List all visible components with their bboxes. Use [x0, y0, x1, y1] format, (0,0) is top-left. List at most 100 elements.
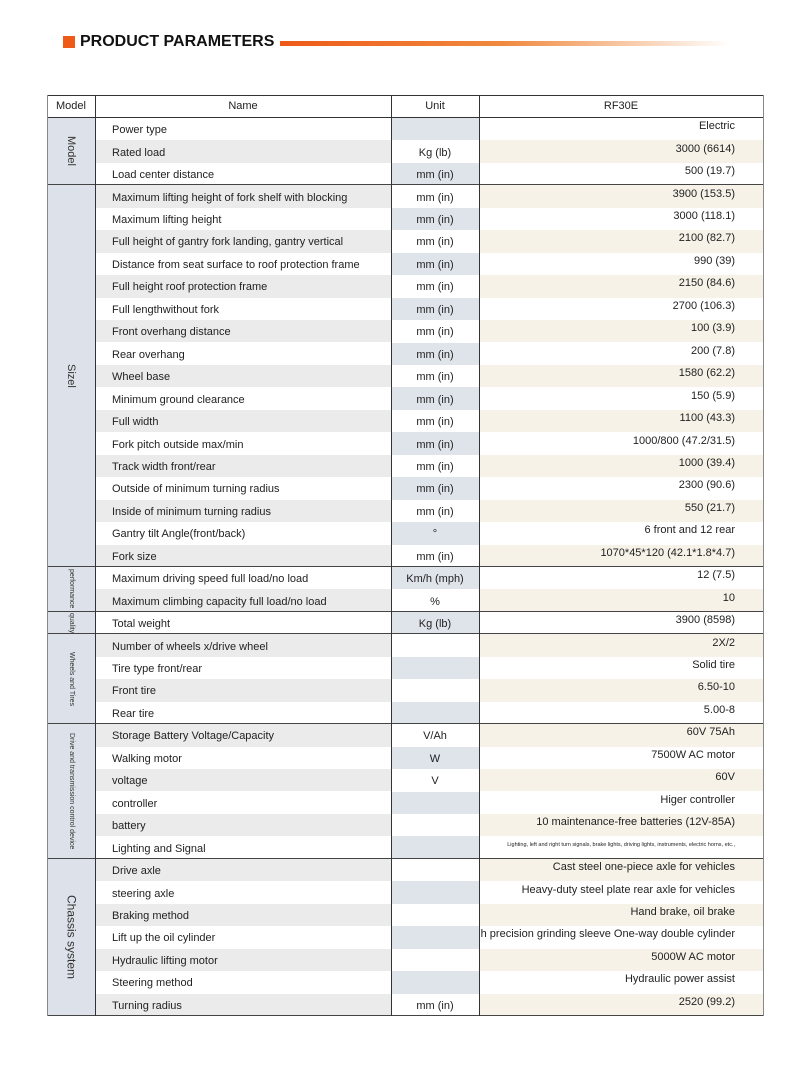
group-rule	[47, 184, 763, 186]
unit-bg	[391, 432, 479, 455]
name-bg	[95, 926, 391, 949]
name-bg	[95, 252, 391, 276]
value-bg	[479, 409, 763, 433]
name-bg	[95, 320, 391, 343]
param-unit: Kg (lb)	[418, 146, 452, 159]
unit-bg	[391, 207, 479, 231]
value-bg	[479, 724, 763, 747]
unit-bg	[391, 252, 479, 276]
group-cell: Drive and transmission control device	[47, 724, 95, 859]
value-bg	[479, 836, 763, 859]
value-bg	[479, 432, 763, 455]
param-value: 2300 (90.6)	[678, 479, 735, 492]
name-bg	[95, 544, 391, 567]
group-cell: quality	[47, 611, 95, 635]
column-rule	[47, 95, 48, 1016]
param-name: Fork pitch outside max/min	[112, 438, 244, 451]
param-name: Lift up the oil cylinder	[112, 932, 216, 945]
param-name: Maximum driving speed full load/no load	[112, 573, 309, 586]
param-name: Full height of gantry fork landing, gant…	[112, 236, 344, 249]
param-name: Minimum ground clearance	[112, 393, 245, 406]
param-value: 2X/2	[712, 636, 735, 649]
unit-bg	[391, 409, 479, 433]
param-unit: mm (in)	[416, 303, 454, 316]
unit-bg	[391, 903, 479, 927]
param-value: 5.00-8	[703, 703, 735, 716]
unit-bg	[391, 948, 479, 972]
name-bg	[95, 522, 391, 545]
column-header: Model	[56, 100, 86, 112]
name-bg	[95, 679, 391, 702]
unit-bg	[391, 769, 479, 792]
unit-bg	[391, 118, 479, 141]
param-value: 60V	[715, 771, 735, 784]
param-value: High precision grinding sleeve One-way d…	[479, 928, 735, 941]
param-value: 7500W AC motor	[651, 748, 735, 761]
param-value: Hand brake, oil brake	[630, 905, 735, 918]
name-bg	[95, 993, 391, 1016]
param-unit: mm (in)	[416, 348, 454, 361]
name-bg	[95, 364, 391, 388]
param-name: steering axle	[112, 887, 175, 900]
param-unit: Km/h (mph)	[406, 573, 464, 586]
value-bg	[479, 567, 763, 590]
name-bg	[95, 567, 391, 590]
value-bg	[479, 634, 763, 657]
param-unit: mm (in)	[416, 281, 454, 294]
group-cell: Sizel	[47, 185, 95, 567]
group-rule	[47, 610, 763, 612]
unit-bg	[391, 342, 479, 365]
unit-bg	[391, 320, 479, 343]
param-value: 3000 (6614)	[675, 142, 735, 155]
param-unit: mm (in)	[416, 460, 454, 473]
group-cell: Chassis system	[47, 858, 95, 1016]
param-name: Rear tire	[112, 707, 155, 720]
unit-bg	[391, 926, 479, 949]
header-top-rule	[47, 95, 763, 96]
param-value: 200 (7.8)	[690, 344, 735, 357]
value-bg	[479, 477, 763, 500]
name-bg	[95, 634, 391, 657]
param-unit: Kg (lb)	[418, 618, 452, 631]
column-header: RF30E	[603, 100, 639, 112]
param-value: 2150 (84.6)	[678, 277, 735, 290]
value-bg	[479, 679, 763, 702]
param-name: controller	[112, 797, 158, 810]
value-bg	[479, 791, 763, 814]
unit-bg	[391, 679, 479, 702]
param-value: 2100 (82.7)	[678, 232, 735, 245]
param-unit: mm (in)	[416, 258, 454, 271]
param-name: Total weight	[112, 618, 171, 631]
unit-bg	[391, 297, 479, 321]
name-bg	[95, 769, 391, 792]
name-bg	[95, 611, 391, 635]
param-value: 2520 (99.2)	[678, 995, 735, 1008]
param-name: Full height roof protection frame	[112, 281, 268, 294]
name-bg	[95, 903, 391, 927]
group-label: Chassis system	[64, 894, 79, 979]
value-bg	[479, 499, 763, 523]
param-value: 1100 (43.3)	[679, 412, 735, 425]
value-bg	[479, 926, 763, 949]
unit-bg	[391, 701, 479, 725]
unit-bg	[391, 544, 479, 567]
name-bg	[95, 948, 391, 972]
param-name: voltage	[112, 775, 148, 788]
unit-bg	[391, 993, 479, 1016]
group-label: quality	[67, 613, 75, 634]
value-bg	[479, 656, 763, 680]
param-value: Heavy-duty steel plate rear axle for veh…	[521, 883, 735, 896]
unit-bg	[391, 589, 479, 612]
param-name: Front tire	[112, 685, 157, 698]
unit-bg	[391, 971, 479, 994]
value-bg	[479, 589, 763, 612]
name-bg	[95, 656, 391, 680]
value-bg	[479, 544, 763, 567]
param-unit: mm (in)	[416, 999, 454, 1012]
unit-bg	[391, 813, 479, 837]
param-name: Inside of minimum turning radius	[112, 505, 271, 518]
param-name: Track width front/rear	[112, 460, 216, 473]
param-value: 3900 (8598)	[675, 614, 735, 627]
value-bg	[479, 971, 763, 994]
name-bg	[95, 836, 391, 859]
